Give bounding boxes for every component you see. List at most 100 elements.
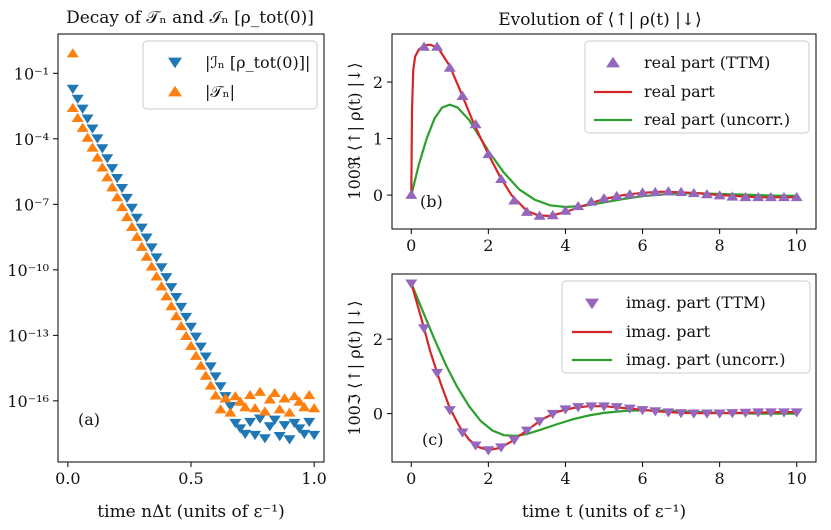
data-point-ttm [713, 409, 726, 419]
data-point-tnorm [258, 406, 271, 416]
data-point-inorm [244, 417, 257, 428]
data-point-inorm [288, 418, 301, 429]
data-point-tnorm [268, 387, 281, 397]
data-point-inorm [91, 134, 104, 144]
data-point-tnorm [253, 386, 266, 396]
data-point-tnorm [288, 391, 301, 401]
data-point-ttm [456, 90, 469, 100]
data-point-tnorm [150, 271, 163, 281]
data-point-ttm [417, 324, 430, 334]
y-tick-label: 10⁻⁴ [14, 130, 49, 149]
legend-label-real-ttm: real part (TTM) [644, 53, 770, 72]
data-point-tnorm [170, 311, 183, 321]
data-point-ttm [482, 148, 495, 159]
data-point-inorm [249, 430, 262, 441]
panel-b-y-ticks: 0 1 2 [373, 73, 392, 205]
data-point-tnorm [160, 291, 173, 301]
data-point-ttm [687, 187, 700, 198]
data-point-inorm [145, 243, 158, 253]
x-tick-label: 2 [483, 469, 493, 488]
legend-label-imag-ttm: imag. part (TTM) [626, 293, 766, 312]
x-tick-label: 2 [483, 236, 493, 255]
panel-b-title: Evolution of ⟨↑| ρ(t) |↓⟩ [498, 10, 702, 30]
data-point-inorm [253, 414, 266, 424]
panel-a-title: Decay of 𝒯ₙ and ℐₙ [ρ_tot(0)] [66, 8, 314, 28]
data-point-ttm [443, 406, 456, 416]
data-point-tnorm [125, 221, 138, 231]
data-point-tnorm [101, 172, 114, 182]
data-point-tnorm [234, 396, 247, 406]
x-tick-label: 0 [406, 236, 416, 255]
panel-b-real: Evolution of ⟨↑| ρ(t) |↓⟩ 0 2 4 6 8 10 0 1 2 10… [345, 10, 817, 255]
data-point-inorm [189, 332, 202, 342]
data-point-ttm [585, 402, 598, 412]
legend-marker-tnorm [168, 85, 182, 97]
data-point-ttm [572, 200, 585, 211]
data-point-ttm [662, 408, 675, 418]
data-point-tnorm [135, 241, 148, 251]
data-point-inorm [258, 434, 271, 444]
x-tick-label: 0.5 [178, 469, 203, 488]
data-point-tnorm [130, 231, 143, 241]
data-point-inorm [278, 421, 291, 431]
data-point-tnorm [71, 112, 84, 122]
data-point-tnorm [214, 404, 227, 414]
data-point-inorm [155, 263, 168, 273]
data-point-ttm [431, 41, 444, 51]
data-point-ttm [752, 191, 765, 202]
x-tick-label: 10 [787, 236, 807, 255]
data-point-ttm [508, 195, 521, 205]
panel-a-x-label: time nΔt (units of ε⁻¹) [97, 502, 284, 522]
data-point-ttm [559, 405, 572, 415]
data-point-tnorm [140, 251, 153, 261]
data-point-tnorm [308, 403, 321, 413]
data-point-ttm [675, 186, 688, 197]
panel-b-legend-box [584, 40, 810, 134]
data-point-ttm [546, 409, 559, 420]
data-point-inorm [125, 203, 138, 213]
y-tick-label: 0 [373, 186, 383, 205]
data-point-ttm [649, 407, 662, 417]
data-point-tnorm [145, 261, 158, 271]
panel-c-panel-label: (c) [422, 430, 443, 449]
panel-c-imag: 0 2 4 6 8 10 02 100ℑ ⟨↑| ρ(t) |↓⟩ time t (uni… [345, 273, 817, 522]
data-point-inorm [116, 183, 129, 194]
legend-label-real-uncorr: real part (uncorr.) [644, 110, 790, 129]
data-point-tnorm [278, 393, 291, 403]
data-point-tnorm [111, 192, 124, 202]
data-point-inorm [234, 424, 247, 434]
data-point-ttm [508, 435, 521, 446]
data-point-tnorm [199, 370, 212, 380]
data-point-tnorm [86, 142, 99, 152]
data-point-inorm [204, 362, 217, 372]
data-point-inorm [86, 124, 99, 134]
data-point-inorm [283, 435, 296, 445]
panel-b-legend: real part (TTM) real part real part (unc… [584, 40, 810, 134]
data-point-ttm [662, 186, 675, 196]
panel-a-legend-box [142, 40, 318, 110]
y-tick-label: 2 [373, 73, 383, 92]
data-point-ttm [752, 408, 765, 418]
data-point-inorm [175, 302, 188, 313]
y-tick-label: 1 [373, 130, 383, 149]
legend-label-imag: imag. part [626, 322, 711, 341]
data-point-ttm [482, 446, 495, 456]
data-point-ttm [533, 417, 546, 427]
data-point-tnorm [303, 389, 316, 400]
x-tick-label: 8 [715, 469, 725, 488]
data-point-inorm [185, 322, 197, 332]
data-point-inorm [106, 164, 119, 174]
panel-c-axes-frame [391, 273, 817, 463]
panel-b-axes-frame [391, 33, 817, 230]
data-point-tnorm [155, 281, 168, 291]
data-point-tnorm [283, 407, 296, 417]
data-point-ttm [790, 408, 803, 418]
panel-c-legend-box [561, 280, 811, 374]
x-tick-label: 6 [637, 469, 647, 488]
data-point-tnorm [273, 404, 286, 414]
data-point-ttm [495, 443, 508, 453]
panel-c-plot-area [405, 279, 803, 456]
data-point-ttm [700, 189, 713, 199]
data-point-inorm [96, 144, 109, 154]
y-tick-label: 0 [373, 405, 383, 424]
